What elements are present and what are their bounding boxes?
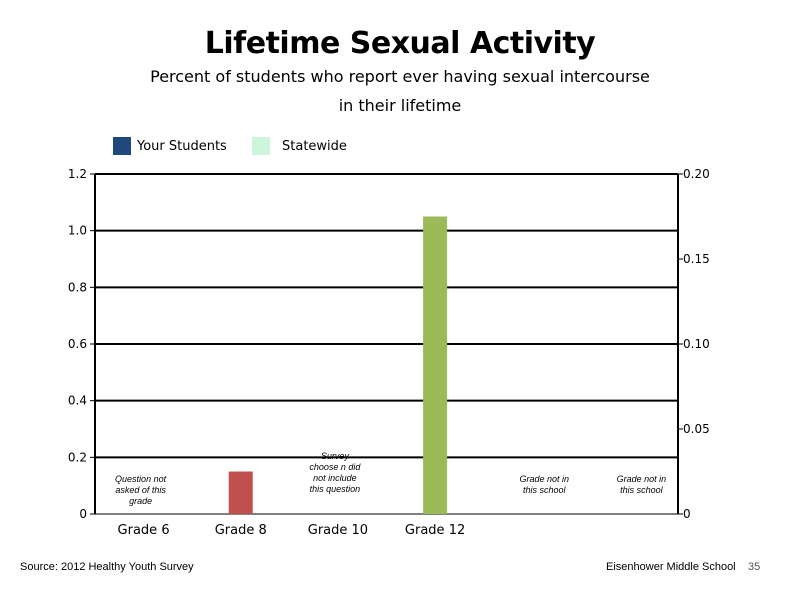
y-left-tick-label: 0.4: [68, 394, 87, 408]
school-name: Eisenhower Middle School: [606, 561, 736, 573]
legend-label-statewide: Statewide: [282, 138, 347, 154]
annotation-text: Question not: [115, 474, 167, 484]
annotation-text: this school: [620, 485, 664, 495]
annotation-text: grade: [129, 496, 152, 506]
x-tick-label: Grade 10: [308, 523, 368, 538]
source-note: Source: 2012 Healthy Youth Survey: [20, 561, 194, 573]
y-right-tick-label: 0.10: [683, 337, 710, 351]
y-left-tick-label: 1.0: [68, 224, 87, 238]
chart-subtitle-line2: in their lifetime: [338, 96, 462, 115]
annotation-text: this school: [523, 485, 567, 495]
annotation-text: choose n did: [309, 462, 361, 472]
y-left-tick-label: 0.8: [68, 280, 87, 294]
annotation-text: asked of this: [115, 485, 166, 495]
legend-label-your-students: Your Students: [137, 138, 227, 154]
x-tick-label: Grade 12: [405, 523, 465, 538]
page-number: 35: [748, 561, 761, 573]
y-left-tick-label: 0: [79, 507, 87, 521]
annotation-text: Survey: [321, 451, 350, 461]
chart-subtitle-line1: Percent of students who report ever havi…: [150, 67, 650, 86]
legend-swatch-your-students: [113, 137, 131, 155]
legend-item-your-students: Your Students: [113, 136, 227, 156]
y-right-tick-label: 0.15: [683, 252, 710, 266]
x-tick-label: Grade 8: [215, 523, 267, 538]
x-tick-label: Grade 6: [118, 523, 170, 538]
annotation-text: this question: [310, 484, 361, 494]
y-right-tick-label: 0.05: [683, 422, 710, 436]
y-right-tick-label: 0.20: [683, 167, 710, 181]
bar: [423, 216, 448, 514]
y-left-tick-label: 0.6: [68, 337, 87, 351]
chart-title: Lifetime Sexual Activity: [204, 26, 596, 61]
y-right-tick-label: 0: [683, 507, 691, 521]
y-left-tick-label: 1.2: [68, 167, 87, 181]
annotation-text: Grade not in: [617, 474, 667, 484]
annotation-text: Grade not in: [519, 474, 569, 484]
annotation-text: not include: [313, 473, 357, 483]
legend-swatch-statewide: [252, 137, 270, 155]
y-left-tick-label: 0.2: [68, 450, 87, 464]
bar: [228, 471, 253, 514]
legend-item-statewide: Statewide: [252, 136, 347, 156]
